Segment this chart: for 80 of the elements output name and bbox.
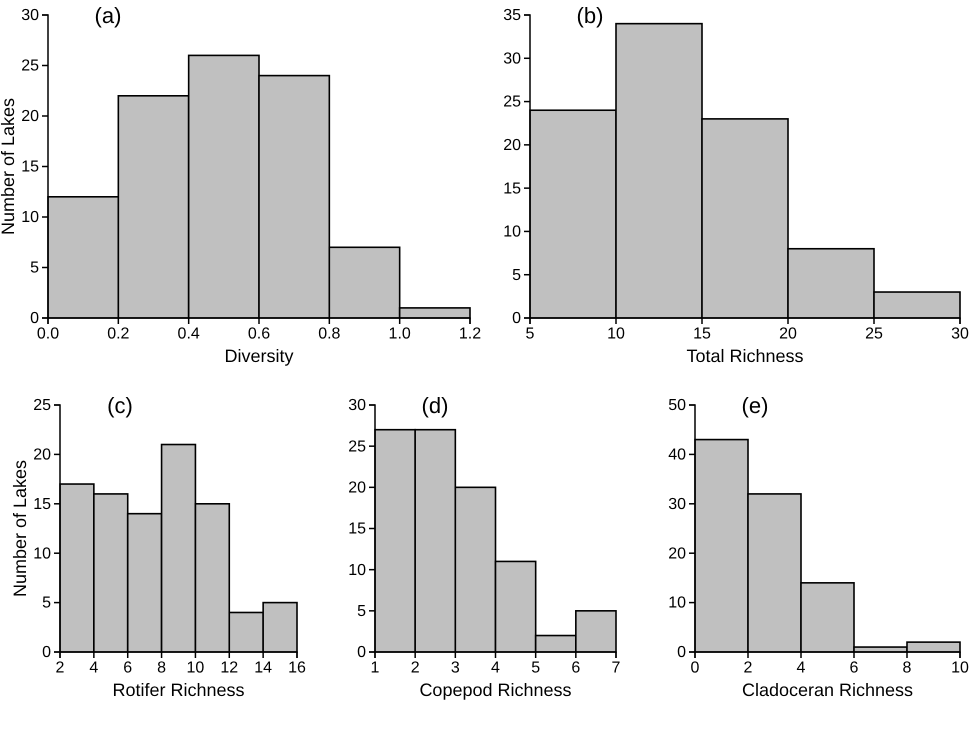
x-tick-label: 25 [865, 325, 883, 342]
x-tick-label: 14 [254, 659, 272, 676]
x-tick-label: 10 [186, 659, 204, 676]
x-tick-label: 30 [951, 325, 969, 342]
chart-title: (d) [422, 393, 448, 418]
x-tick-label: 6 [123, 659, 132, 676]
y-tick-label: 30 [348, 397, 366, 414]
y-tick-label: 25 [21, 58, 40, 75]
x-tick-label: 15 [693, 325, 711, 342]
x-axis-title: Rotifer Richness [112, 680, 245, 700]
y-tick-label: 15 [33, 496, 52, 513]
y-tick-label: 15 [21, 158, 40, 176]
y-tick-label: 40 [668, 446, 686, 464]
x-tick-label: 0.8 [318, 325, 341, 342]
y-tick-label: 10 [21, 209, 40, 226]
y-tick-label: 15 [503, 180, 522, 198]
y-tick-label: 0 [677, 644, 686, 662]
x-tick-label: 3 [450, 659, 460, 676]
y-tick-label: 20 [33, 446, 52, 464]
y-tick-label: 0 [512, 310, 522, 328]
y-tick-label: 10 [348, 562, 366, 579]
y-tick-label: 5 [30, 260, 40, 277]
x-tick-label: 5 [531, 659, 540, 676]
y-tick-label: 10 [503, 224, 522, 241]
x-tick-label: 1.2 [458, 325, 482, 342]
x-tick-label: 1 [370, 659, 380, 676]
y-tick-label: 30 [668, 496, 686, 513]
x-tick-label: 0.4 [178, 325, 200, 342]
y-tick-label: 25 [33, 397, 52, 414]
x-tick-label: 5 [526, 325, 535, 342]
x-tick-label: 4 [491, 659, 500, 676]
x-tick-label: 0 [690, 659, 700, 676]
x-tick-label: 1.0 [388, 325, 411, 342]
x-tick-label: 0.0 [36, 325, 60, 342]
y-axis-title: Number of Lakes [10, 460, 30, 598]
y-tick-label: 25 [348, 438, 366, 456]
x-axis-title: Cladoceran Richness [742, 680, 914, 700]
y-tick-label: 20 [503, 136, 522, 154]
x-axis-title: Copepod Richness [419, 680, 572, 700]
x-tick-label: 12 [220, 659, 238, 676]
y-tick-label: 0 [30, 310, 40, 328]
x-tick-label: 4 [89, 659, 98, 676]
x-tick-label: 6 [850, 659, 859, 676]
x-tick-label: 8 [902, 659, 912, 676]
x-tick-label: 10 [951, 659, 969, 676]
y-tick-label: 10 [33, 545, 52, 562]
x-tick-label: 0.2 [107, 325, 130, 342]
y-tick-label: 5 [42, 594, 52, 612]
x-tick-label: 20 [779, 325, 797, 342]
x-tick-label: 7 [612, 659, 621, 676]
x-tick-label: 2 [410, 659, 420, 676]
y-tick-label: 20 [668, 545, 686, 562]
y-tick-label: 50 [668, 397, 686, 414]
x-tick-label: 8 [157, 659, 166, 676]
chart-title: (e) [742, 393, 768, 418]
y-tick-label: 5 [357, 602, 366, 620]
y-tick-label: 25 [503, 94, 522, 111]
y-tick-label: 5 [512, 266, 522, 284]
chart-title: (c) [107, 393, 133, 418]
x-tick-label: 10 [607, 325, 625, 342]
y-tick-label: 30 [21, 7, 40, 24]
x-axis-title: Diversity [224, 346, 294, 366]
y-axis-title: Number of Lakes [0, 98, 18, 236]
y-tick-label: 20 [21, 108, 40, 126]
y-tick-label: 0 [42, 644, 52, 662]
x-tick-label: 2 [56, 659, 65, 676]
y-tick-label: 30 [503, 50, 522, 68]
x-tick-label: 0.6 [248, 325, 270, 342]
x-axis-title: Total Richness [686, 346, 804, 366]
chart-title: (a) [94, 3, 122, 28]
chart-title: (b) [576, 3, 604, 28]
x-tick-label: 4 [796, 659, 806, 676]
y-tick-label: 15 [348, 520, 366, 538]
y-tick-label: 35 [503, 7, 522, 24]
x-tick-label: 2 [744, 659, 753, 676]
y-tick-label: 0 [357, 644, 366, 662]
x-tick-label: 16 [288, 659, 306, 676]
y-tick-label: 20 [348, 479, 366, 496]
x-tick-label: 6 [571, 659, 580, 676]
y-tick-label: 10 [668, 594, 686, 612]
